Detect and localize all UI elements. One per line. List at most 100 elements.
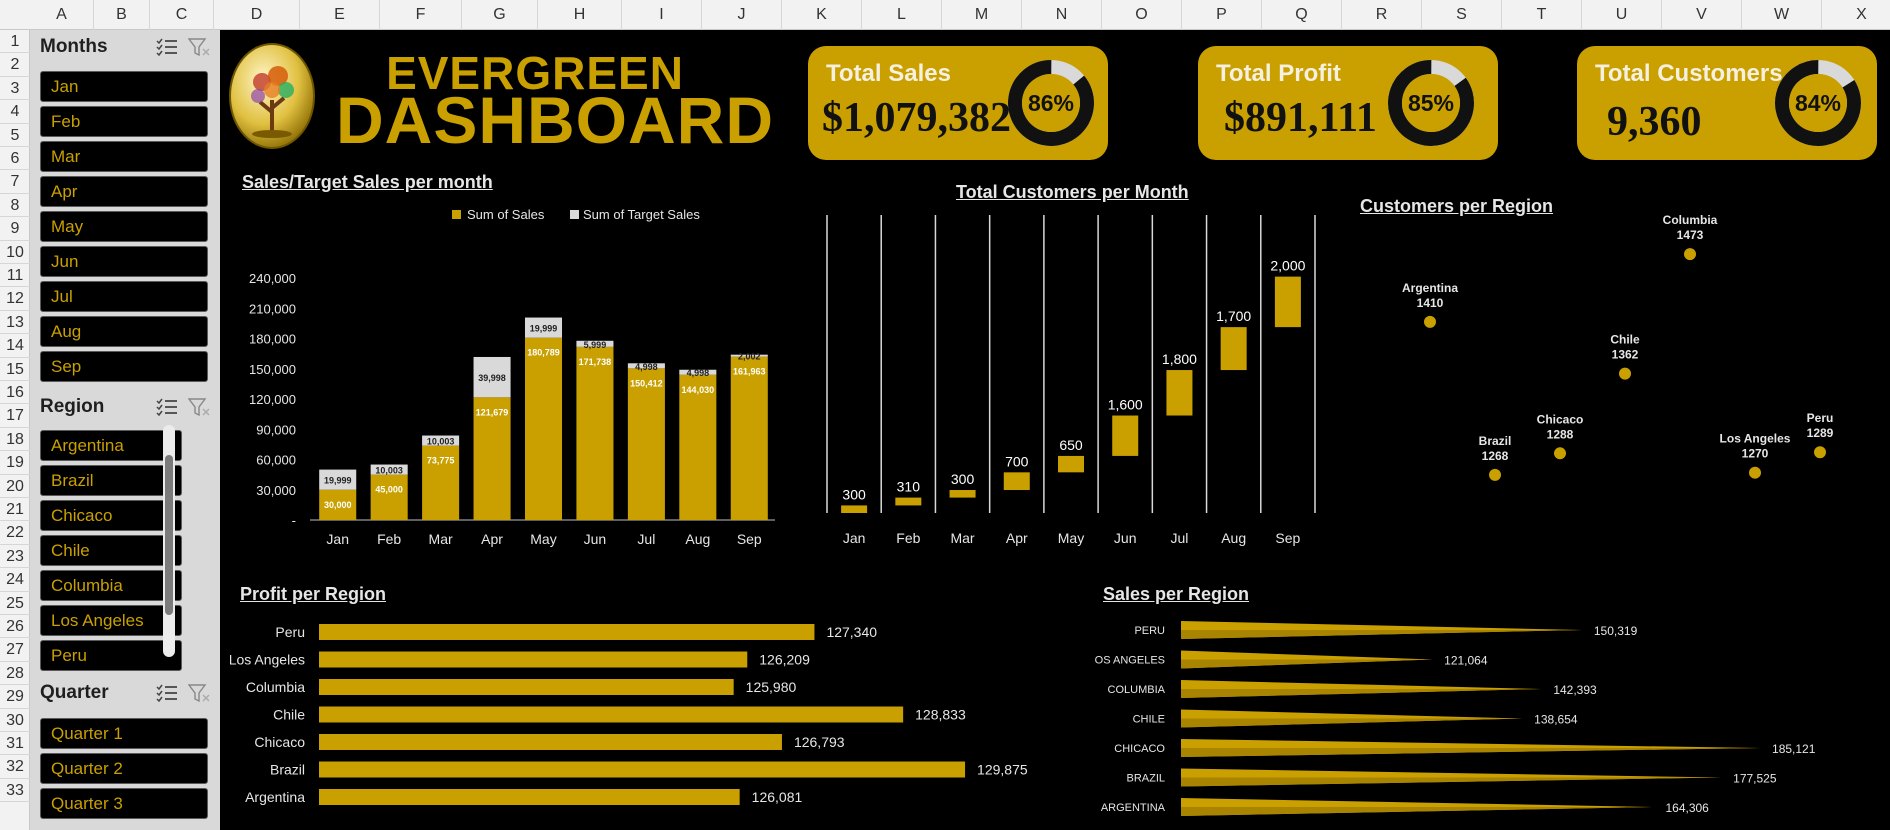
row-header-28[interactable]: 28 [0,662,30,686]
column-header-B[interactable]: B [94,0,150,30]
column-header-E[interactable]: E [300,0,380,30]
months-slicer-item[interactable]: Apr [40,176,208,207]
region-slicer-item[interactable]: Argentina [40,430,182,461]
multi-select-icon[interactable] [156,398,178,416]
months-slicer-item[interactable]: May [40,211,208,242]
column-header-Q[interactable]: Q [1262,0,1342,30]
column-header-F[interactable]: F [380,0,462,30]
column-header-R[interactable]: R [1342,0,1422,30]
months-slicer-item[interactable]: Jun [40,246,208,277]
row-header-7[interactable]: 7 [0,170,30,194]
row-header-2[interactable]: 2 [0,53,30,77]
row-header-19[interactable]: 19 [0,451,30,475]
column-header-S[interactable]: S [1422,0,1502,30]
column-header-I[interactable]: I [622,0,702,30]
multi-select-icon[interactable] [156,38,178,56]
column-header-A[interactable]: A [30,0,94,30]
multi-select-icon[interactable] [156,684,178,702]
column-header-K[interactable]: K [782,0,862,30]
column-header-W[interactable]: W [1742,0,1822,30]
row-header-3[interactable]: 3 [0,77,30,101]
column-header-V[interactable]: V [1662,0,1742,30]
region-slicer-item[interactable]: Columbia [40,570,182,601]
row-header-8[interactable]: 8 [0,194,30,218]
scrollbar-thumb[interactable] [165,455,173,615]
column-header-U[interactable]: U [1582,0,1662,30]
row-header-13[interactable]: 13 [0,311,30,335]
region-slicer-item[interactable]: Los Angeles [40,605,182,636]
sales-data-label: 161,963 [733,367,766,377]
column-header-L[interactable]: L [862,0,942,30]
region-slicer-item[interactable]: Brazil [40,465,182,496]
x-tick-label: Sep [1275,530,1300,546]
kpi-progress-ring: 86% [1008,59,1094,146]
months-slicer-item[interactable]: Sep [40,351,208,382]
column-header-M[interactable]: M [942,0,1022,30]
row-header-23[interactable]: 23 [0,545,30,569]
row-header-16[interactable]: 16 [0,381,30,405]
column-header-P[interactable]: P [1182,0,1262,30]
row-header-32[interactable]: 32 [0,755,30,779]
column-header-C[interactable]: C [150,0,214,30]
row-header-21[interactable]: 21 [0,498,30,522]
months-slicer-item[interactable]: Jul [40,281,208,312]
row-header-27[interactable]: 27 [0,638,30,662]
months-slicer-item[interactable]: Feb [40,106,208,137]
row-header-25[interactable]: 25 [0,592,30,615]
customers-data-label: 1,800 [1162,351,1197,367]
kpi-total-profit: Total Profit $891,111 85% [1198,46,1498,160]
y-tick-label: Chile [273,707,305,723]
column-header-T[interactable]: T [1502,0,1582,30]
column-header-H[interactable]: H [538,0,622,30]
row-header-22[interactable]: 22 [0,521,30,545]
row-header-26[interactable]: 26 [0,615,30,639]
customers-bar [895,497,922,506]
region-slicer-item[interactable]: Chicaco [40,500,182,531]
row-header-14[interactable]: 14 [0,334,30,358]
profit-bar [319,624,815,640]
column-header-J[interactable]: J [702,0,782,30]
y-tick-label: LOS ANGELES [1095,655,1165,667]
row-header-5[interactable]: 5 [0,124,30,147]
row-header-31[interactable]: 31 [0,732,30,756]
column-header-X[interactable]: X [1822,0,1890,30]
quarter-slicer-item[interactable]: Quarter 2 [40,753,208,784]
region-slicer-item[interactable]: Peru [40,640,182,671]
row-header-18[interactable]: 18 [0,428,30,452]
quarter-slicer-item[interactable]: Quarter 3 [40,788,208,819]
quarter-slicer: Quarter Quarter 1 Quarter 2 Quarter 3 [30,676,220,819]
region-slicer-scrollbar[interactable] [163,425,175,657]
profit-bar [319,761,966,778]
months-slicer-item[interactable]: Jan [40,71,208,102]
row-header-12[interactable]: 12 [0,287,30,311]
months-slicer-item[interactable]: Mar [40,141,208,172]
row-header-30[interactable]: 30 [0,709,30,732]
clear-filter-icon[interactable] [188,683,210,703]
column-header-O[interactable]: O [1102,0,1182,30]
row-header-10[interactable]: 10 [0,241,30,264]
point-label-name: Peru [1807,411,1834,425]
row-header-24[interactable]: 24 [0,568,30,592]
profit-region-chart: Peru 127,340 Los Angeles 126,209 Columbia 125… [230,624,1028,805]
quarter-slicer-item[interactable]: Quarter 1 [40,718,208,749]
months-slicer-item[interactable]: Aug [40,316,208,347]
column-header-G[interactable]: G [462,0,538,30]
row-header-1[interactable]: 1 [0,30,30,54]
y-tick-label: 210,000 [249,301,296,316]
customers-bar [1274,276,1301,328]
point-label-value: 1268 [1482,449,1509,463]
row-header-6[interactable]: 6 [0,147,30,171]
clear-filter-icon[interactable] [188,37,210,57]
row-header-4[interactable]: 4 [0,100,30,124]
row-header-15[interactable]: 15 [0,358,30,381]
row-header-9[interactable]: 9 [0,217,30,241]
column-header-D[interactable]: D [214,0,300,30]
row-header-29[interactable]: 29 [0,685,30,709]
row-header-20[interactable]: 20 [0,475,30,498]
region-slicer-item[interactable]: Chile [40,535,182,566]
row-header-33[interactable]: 33 [0,779,30,803]
row-header-17[interactable]: 17 [0,404,30,428]
column-header-N[interactable]: N [1022,0,1102,30]
clear-filter-icon[interactable] [188,397,210,417]
row-header-11[interactable]: 11 [0,264,30,288]
